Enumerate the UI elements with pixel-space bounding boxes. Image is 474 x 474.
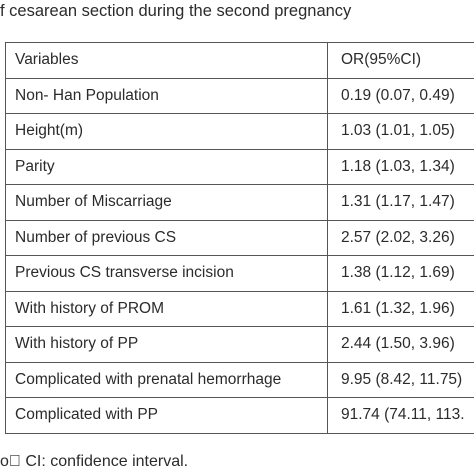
or-cell: 9.95 (8.42, 11.75): [341, 370, 463, 388]
table-row: Complicated with PP 91.74 (74.11, 113.: [6, 398, 474, 434]
variable-cell: Number of Miscarriage: [6, 185, 328, 220]
table-row: With history of PROM 1.61 (1.32, 1.96): [6, 291, 474, 327]
header-variables: Variables: [6, 43, 328, 78]
table-row: Parity 1.18 (1.03, 1.34): [6, 149, 474, 185]
table-row: Height(m) 1.03 (1.01, 1.05): [6, 114, 474, 150]
table-footnote: o  CI: confidence interval.: [0, 453, 189, 470]
table-caption: f cesarean section during the second pre…: [0, 2, 352, 20]
table-row: Previous CS transverse incision 1.38 (1.…: [6, 256, 474, 292]
or-cell: 1.18 (1.03, 1.34): [341, 157, 455, 175]
or-cell: 91.74 (74.11, 113.: [341, 406, 465, 424]
table-row: Non- Han Population 0.19 (0.07, 0.49): [6, 78, 474, 114]
or-cell: 2.44 (1.50, 3.96): [341, 335, 455, 353]
table-row: Number of Miscarriage 1.31 (1.17, 1.47): [6, 185, 474, 221]
odds-ratio-table: Variables OR(95%CI) Non- Han Population …: [5, 42, 474, 434]
table-row: With history of PP 2.44 (1.50, 3.96): [6, 327, 474, 363]
variable-cell: Parity: [6, 149, 328, 184]
or-cell: 1.03 (1.01, 1.05): [341, 122, 455, 140]
or-cell: 1.31 (1.17, 1.47): [341, 193, 455, 211]
or-cell: 2.57 (2.02, 3.26): [341, 228, 455, 246]
variable-cell: With history of PP: [6, 327, 328, 362]
or-cell: 1.61 (1.32, 1.96): [341, 299, 455, 317]
or-cell: 0.19 (0.07, 0.49): [341, 86, 455, 104]
variable-cell: Non- Han Population: [6, 78, 328, 113]
variable-cell: Number of previous CS: [6, 220, 328, 255]
variable-cell: Complicated with PP: [6, 398, 328, 433]
table-row: Number of previous CS 2.57 (2.02, 3.26): [6, 220, 474, 256]
variable-cell: Complicated with prenatal hemorrhage: [6, 362, 328, 397]
header-or: OR(95%CI): [341, 51, 422, 69]
variable-cell: With history of PROM: [6, 291, 328, 326]
table-row: Complicated with prenatal hemorrhage 9.9…: [6, 362, 474, 398]
or-cell: 1.38 (1.12, 1.69): [341, 264, 455, 282]
variable-cell: Previous CS transverse incision: [6, 256, 328, 291]
table-header-row: Variables OR(95%CI): [6, 43, 474, 79]
variable-cell: Height(m): [6, 114, 328, 149]
